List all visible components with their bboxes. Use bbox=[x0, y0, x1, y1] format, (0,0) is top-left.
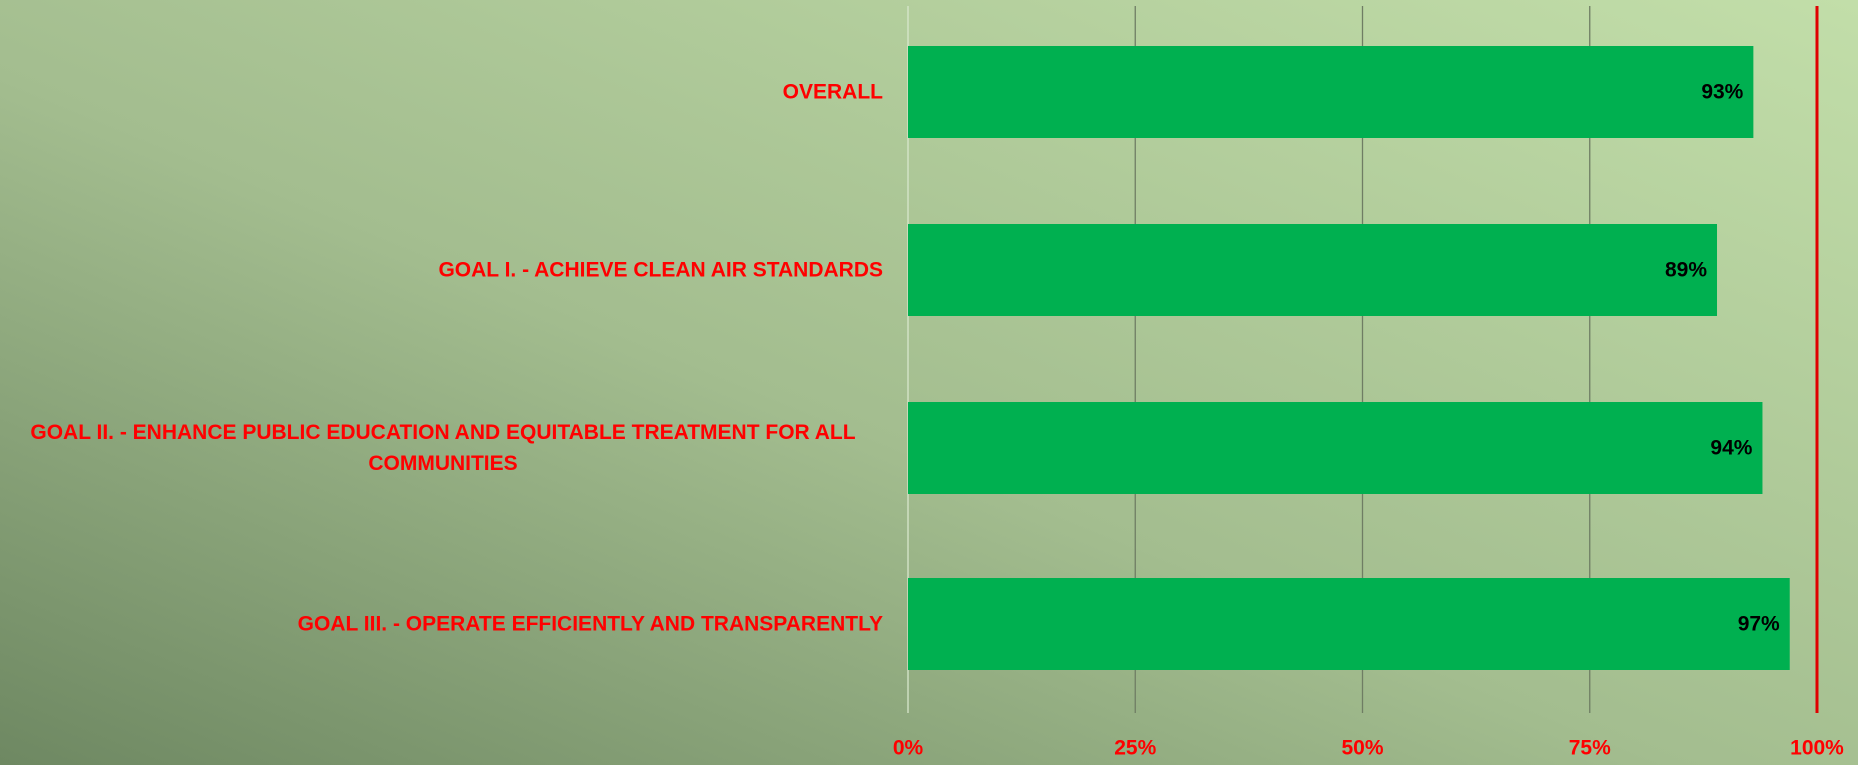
bar bbox=[908, 224, 1718, 316]
x-tick-label: 75% bbox=[1569, 737, 1611, 760]
value-label: 94% bbox=[1710, 437, 1752, 460]
x-tick-label: 0% bbox=[893, 737, 924, 760]
category-label: GOAL III. - OPERATE EFFICIENTLY AND TRAN… bbox=[297, 612, 883, 636]
x-tick-label: 50% bbox=[1341, 737, 1383, 760]
bar bbox=[908, 46, 1754, 138]
value-label: 89% bbox=[1665, 259, 1707, 282]
bar bbox=[908, 578, 1790, 670]
category-label: GOAL II. - ENHANCE PUBLIC EDUCATION AND … bbox=[30, 421, 856, 475]
value-label: 93% bbox=[1701, 81, 1743, 104]
x-tick-label: 100% bbox=[1790, 737, 1844, 760]
bar bbox=[908, 402, 1763, 494]
category-label: OVERALL bbox=[782, 80, 883, 104]
category-label: GOAL I. - ACHIEVE CLEAN AIR STANDARDS bbox=[438, 258, 883, 282]
value-label: 97% bbox=[1738, 613, 1780, 636]
x-tick-label: 25% bbox=[1114, 737, 1156, 760]
